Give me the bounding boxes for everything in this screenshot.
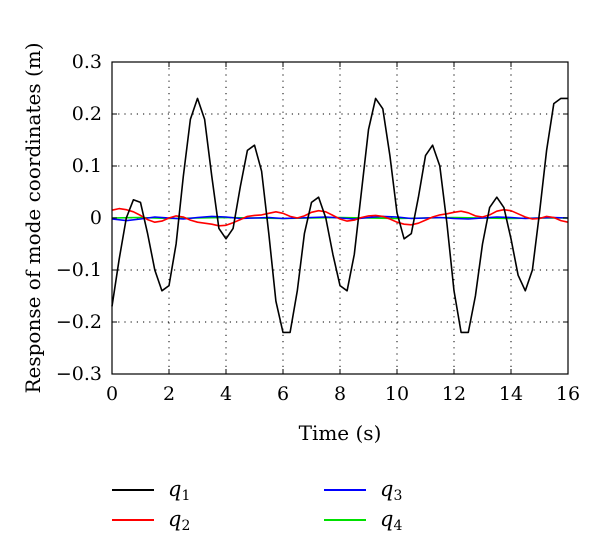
- legend-item-q4: q4: [324, 507, 402, 534]
- y-tick-label: 0.1: [72, 155, 102, 177]
- x-tick-label: 6: [277, 383, 289, 405]
- x-tick-label: 10: [385, 383, 409, 405]
- y-axis-label: Response of mode coordinates (m): [21, 42, 45, 393]
- y-tick-label: −0.2: [56, 311, 102, 333]
- y-tick-label: 0.3: [72, 51, 102, 73]
- legend-label: q2: [168, 507, 190, 534]
- y-tick-label: −0.3: [56, 363, 102, 385]
- legend: q1 q3 q2 q4: [112, 477, 402, 534]
- legend-label: q3: [380, 477, 402, 504]
- y-tick-label: 0.2: [72, 103, 102, 125]
- x-tick-label: 8: [334, 383, 346, 405]
- x-tick-label: 16: [556, 383, 580, 405]
- legend-label: q1: [168, 477, 190, 504]
- plot-lines: [111, 97, 569, 334]
- x-tick-label: 0: [106, 383, 118, 405]
- y-tick-label: −0.1: [56, 259, 102, 281]
- legend-item-q1: q1: [112, 477, 190, 504]
- x-tick-label: 12: [442, 383, 466, 405]
- series-q1-line: [111, 97, 568, 334]
- legend-label: q4: [380, 507, 402, 534]
- legend-item-q3: q3: [324, 477, 402, 504]
- y-tick-label: 0: [90, 207, 102, 229]
- x-tick-label: 14: [499, 383, 523, 405]
- legend-item-q2: q2: [112, 507, 190, 534]
- x-tick-label: 4: [220, 383, 232, 405]
- ticks: 0 2 4 6 8 10 12 14 16 −0.3 −0.2 −0.1 0 0.1 0.2 0.3: [56, 51, 580, 405]
- x-tick-label: 2: [163, 383, 175, 405]
- series-q2-line: [111, 207, 569, 227]
- x-axis-label: Time (s): [299, 421, 382, 445]
